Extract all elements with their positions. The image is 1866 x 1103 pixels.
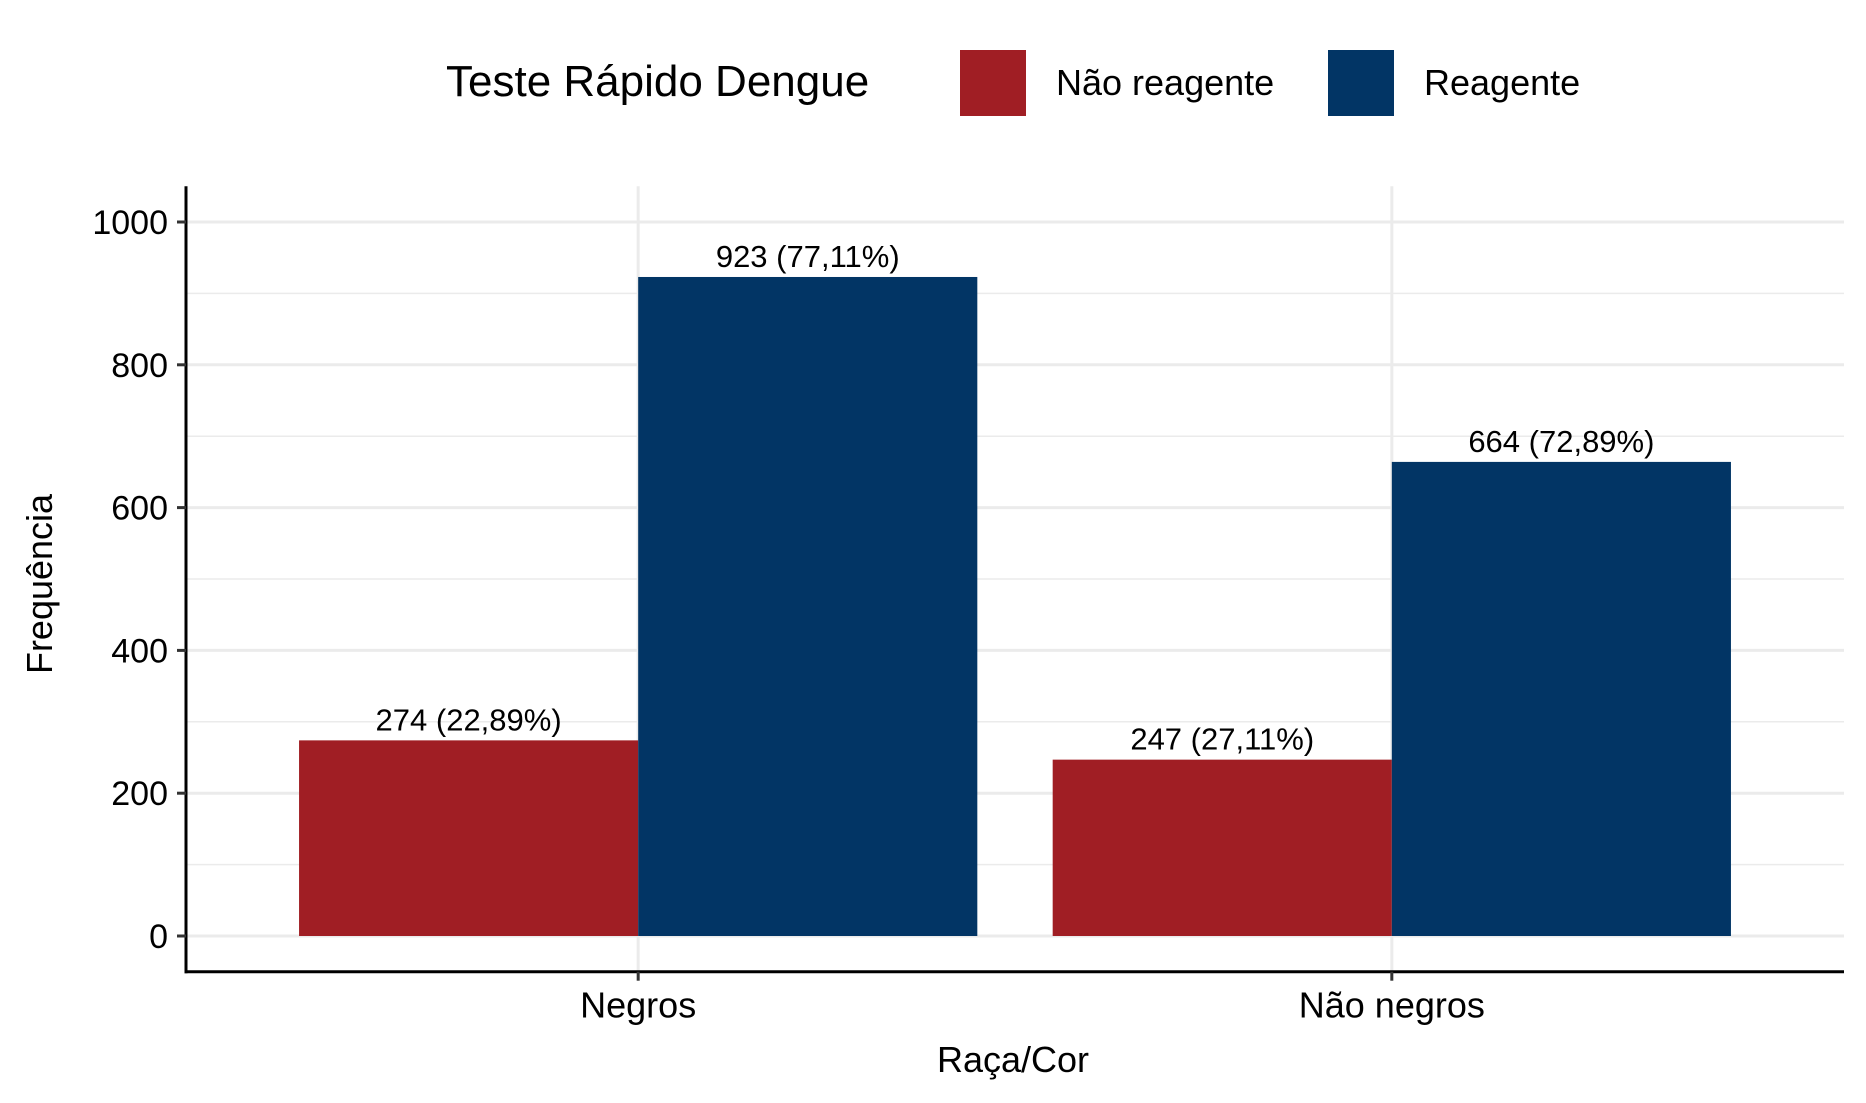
legend-label: Não reagente (1056, 62, 1274, 103)
data-labels-layer: 274 (22,89%) 923 (77,11%) 247 (27,11%) 664 … (376, 239, 1655, 757)
bar-reagente (1391, 461, 1731, 936)
legend-label: Reagente (1424, 62, 1580, 103)
legend-key-nao-reagente (960, 50, 1026, 116)
axes-layer: 0 200 400 600 800 1000 Negros Não negros (92, 186, 1844, 1026)
y-tick-label: 0 (149, 918, 168, 956)
y-tick-label: 1000 (92, 204, 168, 242)
y-tick-label: 200 (111, 775, 168, 813)
bar-value-label: 247 (27,11%) (1130, 722, 1314, 757)
legend-title: Teste Rápido Dengue (446, 57, 869, 106)
y-tick-label: 600 (111, 490, 168, 528)
y-tick-label: 800 (111, 347, 168, 385)
y-tick-label: 400 (111, 632, 168, 670)
bar-value-label: 664 (72,89%) (1468, 424, 1654, 459)
bar-nao-reagente (1052, 759, 1392, 936)
bar-value-label: 923 (77,11%) (716, 239, 900, 274)
x-tick-label: Negros (580, 985, 696, 1026)
x-tick-label: Não negros (1299, 985, 1485, 1026)
bar-reagente (638, 276, 978, 936)
bars-layer (299, 276, 1731, 936)
y-axis-title: Frequência (19, 493, 60, 674)
bar-nao-reagente (299, 740, 639, 936)
x-axis-title: Raça/Cor (937, 1039, 1089, 1080)
legend-key-reagente (1328, 50, 1394, 116)
bar-value-label: 274 (22,89%) (376, 702, 562, 737)
legend: Teste Rápido Dengue Não reagente Reagente (446, 50, 1580, 116)
legend-items: Não reagente Reagente (960, 50, 1580, 116)
